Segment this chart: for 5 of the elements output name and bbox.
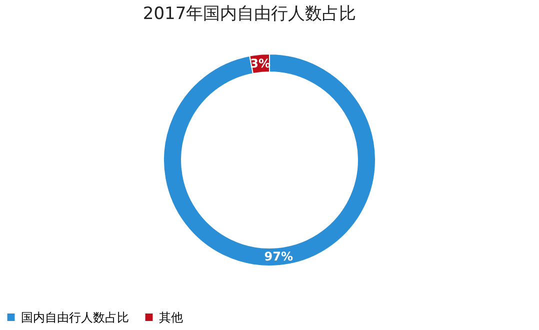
- legend-label: 国内自由行人数占比: [21, 310, 129, 324]
- donut-slice: [163, 54, 376, 266]
- legend-label: 其他: [159, 310, 183, 324]
- data-label: 97%: [264, 250, 293, 264]
- chart-title: 2017年国内自由行人数占比: [142, 4, 356, 24]
